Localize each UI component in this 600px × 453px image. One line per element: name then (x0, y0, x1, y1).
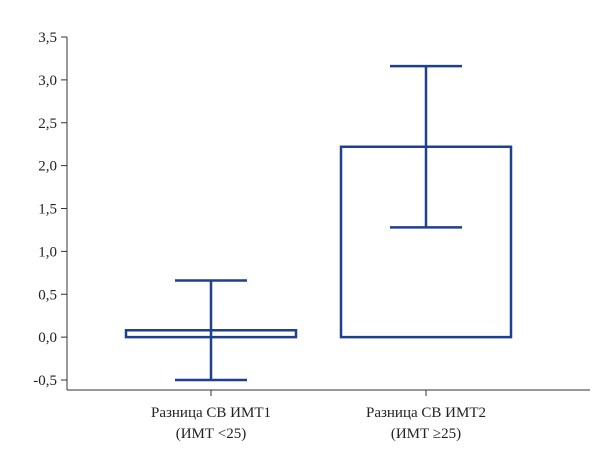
y-tick-label: -0,5 (33, 373, 57, 389)
y-tick-label: 2,0 (38, 159, 57, 175)
y-tick-label: 2,5 (38, 116, 57, 132)
category-label: Разница СВ ИМТ2 (ИМТ ≥25) (366, 405, 486, 442)
y-tick-label: 3,5 (38, 30, 57, 46)
category-label-line: Разница СВ ИМТ1 (151, 405, 271, 421)
bars (124, 145, 513, 339)
y-tick-label: 3,0 (38, 73, 57, 89)
category-label-line: (ИМТ <25) (176, 426, 247, 442)
y-tick-label: 1,0 (38, 244, 57, 260)
category-label-line: Разница СВ ИМТ2 (366, 405, 486, 421)
category-label: Разница СВ ИМТ1 (ИМТ <25) (151, 405, 271, 442)
x-axis: Разница СВ ИМТ1 (ИМТ <25) Разница СВ ИМТ2 (… (67, 389, 590, 442)
y-axis: -0,5 0,0 0,5 1,0 1,5 2,0 2,5 3,0 3,5 (33, 30, 68, 390)
y-tick-label: 1,5 (38, 202, 57, 218)
error-bars (175, 64, 462, 382)
y-tick-label: 0,0 (38, 330, 57, 346)
category-label-line: (ИМТ ≥25) (391, 426, 461, 442)
y-tick-label: 0,5 (38, 287, 57, 303)
